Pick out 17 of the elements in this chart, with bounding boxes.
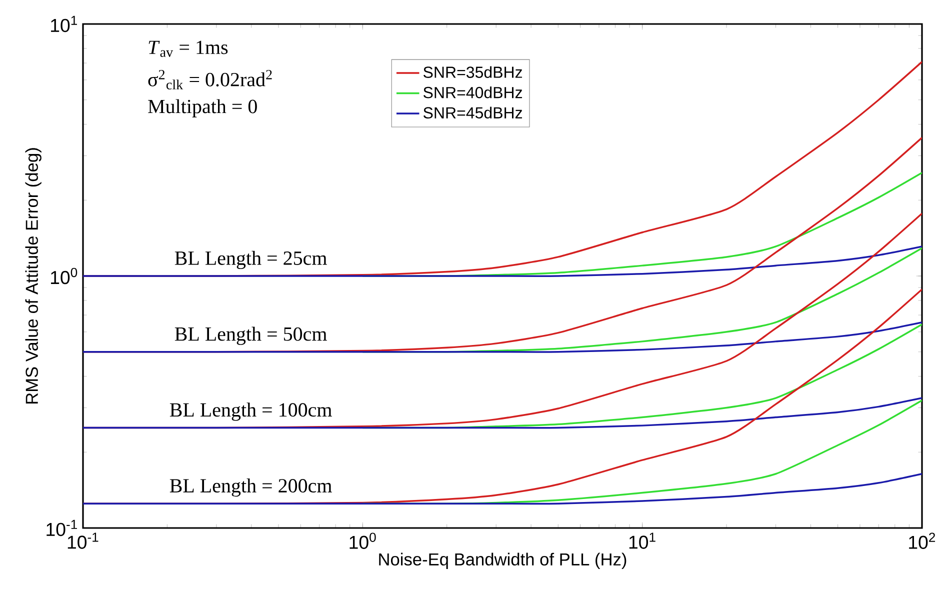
annotation: σ$^{2}$$_{clk}$ = 0.02rad$^{2}$: [148, 70, 272, 90]
legend-label: SNR=45dBHz: [424, 106, 522, 118]
annotation: Multipath = 0: [148, 99, 257, 118]
x-tick-label: 10$^{1}$: [629, 532, 656, 549]
y-tick-label: 10$^{1}$: [51, 16, 77, 32]
annotation: BL Length = 200cm: [170, 478, 332, 497]
y-axis-title: RMS Value of Attitude Error (deg): [25, 148, 42, 404]
legend-label: SNR=40dBHz: [424, 86, 522, 98]
x-tick-label: 10$^{2}$: [909, 532, 936, 549]
annotation: T$_{av}$ = 1ms: [148, 40, 228, 57]
annotation: BL Length = 50cm: [174, 326, 327, 345]
y-tick-label: 10$^{0}$: [51, 268, 78, 284]
x-tick-label: 10$^{0}$: [350, 532, 376, 549]
legend-label: SNR=35dBHz: [424, 66, 522, 78]
annotation: BL Length = 100cm: [170, 402, 332, 421]
x-axis-title: Noise-Eq Bandwidth of PLL (Hz): [379, 552, 626, 569]
annotation: BL Length = 25cm: [174, 250, 327, 270]
